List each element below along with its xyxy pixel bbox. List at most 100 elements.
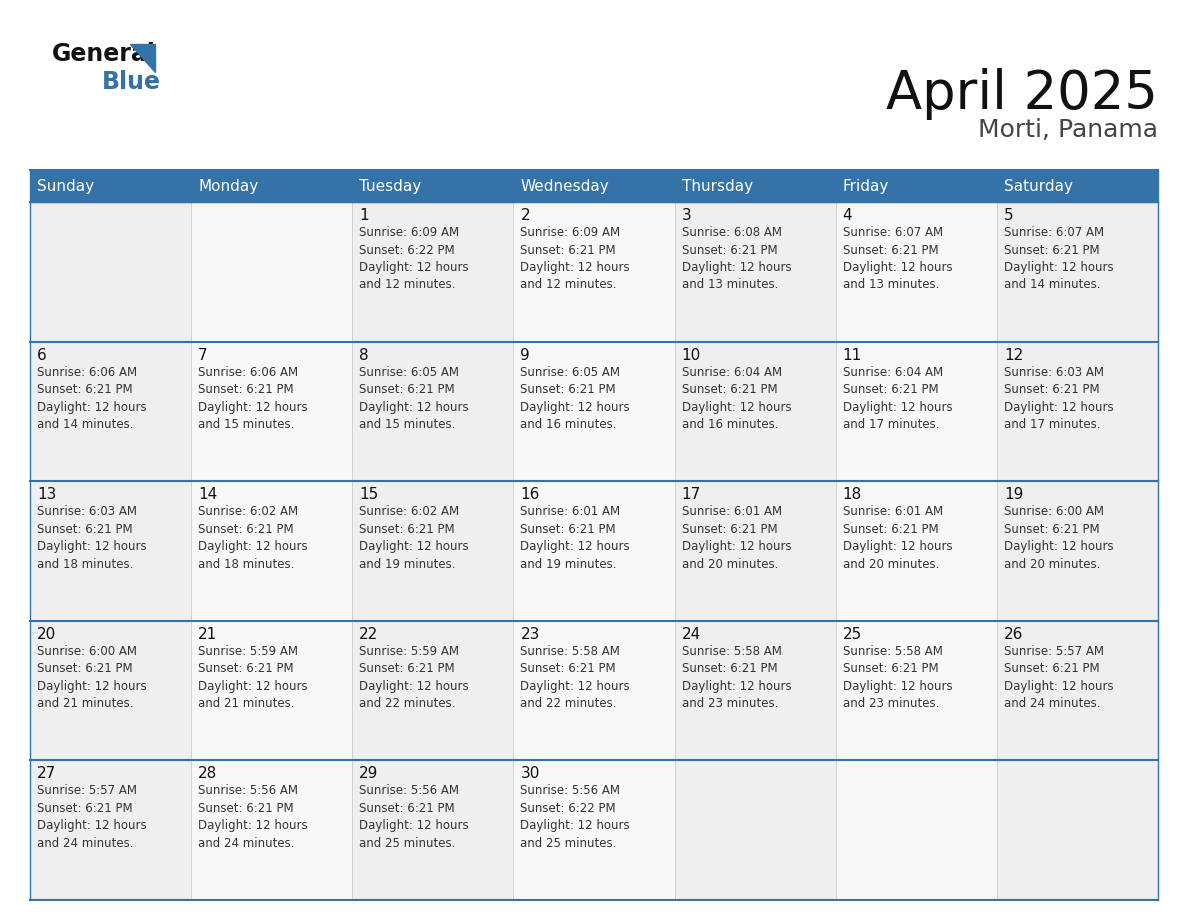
Text: Tuesday: Tuesday	[359, 178, 422, 194]
Text: Sunrise: 6:06 AM
Sunset: 6:21 PM
Daylight: 12 hours
and 14 minutes.: Sunrise: 6:06 AM Sunset: 6:21 PM Dayligh…	[37, 365, 146, 431]
Bar	[675, 621, 835, 760]
Text: 20: 20	[37, 627, 56, 642]
Bar	[353, 481, 513, 621]
Text: 14: 14	[198, 487, 217, 502]
Bar	[191, 341, 353, 481]
Bar	[675, 341, 835, 481]
Text: 6: 6	[37, 348, 46, 363]
Text: 22: 22	[359, 627, 379, 642]
Text: Sunrise: 5:59 AM
Sunset: 6:21 PM
Daylight: 12 hours
and 21 minutes.: Sunrise: 5:59 AM Sunset: 6:21 PM Dayligh…	[198, 644, 308, 711]
Bar	[997, 170, 1158, 202]
Text: 24: 24	[682, 627, 701, 642]
Bar	[835, 170, 997, 202]
Bar	[30, 202, 191, 341]
Bar	[353, 170, 513, 202]
Bar	[30, 170, 191, 202]
Bar	[191, 202, 353, 341]
Bar	[513, 341, 675, 481]
Text: Sunrise: 6:01 AM
Sunset: 6:21 PM
Daylight: 12 hours
and 20 minutes.: Sunrise: 6:01 AM Sunset: 6:21 PM Dayligh…	[682, 505, 791, 571]
Bar	[997, 481, 1158, 621]
Text: Blue: Blue	[102, 70, 162, 94]
Text: 19: 19	[1004, 487, 1023, 502]
Bar	[835, 760, 997, 900]
Text: 5: 5	[1004, 208, 1013, 223]
Text: 15: 15	[359, 487, 379, 502]
Text: Sunrise: 5:57 AM
Sunset: 6:21 PM
Daylight: 12 hours
and 24 minutes.: Sunrise: 5:57 AM Sunset: 6:21 PM Dayligh…	[1004, 644, 1113, 711]
Bar	[353, 621, 513, 760]
Text: 27: 27	[37, 767, 56, 781]
Text: 29: 29	[359, 767, 379, 781]
Bar	[835, 341, 997, 481]
Text: General: General	[52, 42, 156, 66]
Text: Sunrise: 6:00 AM
Sunset: 6:21 PM
Daylight: 12 hours
and 20 minutes.: Sunrise: 6:00 AM Sunset: 6:21 PM Dayligh…	[1004, 505, 1113, 571]
Bar	[30, 760, 191, 900]
Text: Sunrise: 6:04 AM
Sunset: 6:21 PM
Daylight: 12 hours
and 16 minutes.: Sunrise: 6:04 AM Sunset: 6:21 PM Dayligh…	[682, 365, 791, 431]
Text: 21: 21	[198, 627, 217, 642]
Text: 8: 8	[359, 348, 369, 363]
Text: Sunrise: 6:07 AM
Sunset: 6:21 PM
Daylight: 12 hours
and 14 minutes.: Sunrise: 6:07 AM Sunset: 6:21 PM Dayligh…	[1004, 226, 1113, 292]
Text: Monday: Monday	[198, 178, 259, 194]
Bar	[30, 341, 191, 481]
Bar	[30, 481, 191, 621]
Polygon shape	[129, 44, 154, 72]
Text: Sunrise: 6:02 AM
Sunset: 6:21 PM
Daylight: 12 hours
and 19 minutes.: Sunrise: 6:02 AM Sunset: 6:21 PM Dayligh…	[359, 505, 469, 571]
Text: Sunrise: 6:01 AM
Sunset: 6:21 PM
Daylight: 12 hours
and 20 minutes.: Sunrise: 6:01 AM Sunset: 6:21 PM Dayligh…	[842, 505, 953, 571]
Bar	[191, 760, 353, 900]
Bar	[513, 202, 675, 341]
Text: 1: 1	[359, 208, 369, 223]
Text: Sunrise: 5:58 AM
Sunset: 6:21 PM
Daylight: 12 hours
and 23 minutes.: Sunrise: 5:58 AM Sunset: 6:21 PM Dayligh…	[682, 644, 791, 711]
Text: Friday: Friday	[842, 178, 889, 194]
Text: Sunrise: 6:09 AM
Sunset: 6:22 PM
Daylight: 12 hours
and 12 minutes.: Sunrise: 6:09 AM Sunset: 6:22 PM Dayligh…	[359, 226, 469, 292]
Bar	[191, 481, 353, 621]
Text: 12: 12	[1004, 348, 1023, 363]
Bar	[513, 481, 675, 621]
Text: Sunrise: 5:56 AM
Sunset: 6:21 PM
Daylight: 12 hours
and 25 minutes.: Sunrise: 5:56 AM Sunset: 6:21 PM Dayligh…	[359, 784, 469, 850]
Text: 13: 13	[37, 487, 56, 502]
Text: Sunrise: 6:06 AM
Sunset: 6:21 PM
Daylight: 12 hours
and 15 minutes.: Sunrise: 6:06 AM Sunset: 6:21 PM Dayligh…	[198, 365, 308, 431]
Text: 17: 17	[682, 487, 701, 502]
Text: Sunrise: 5:57 AM
Sunset: 6:21 PM
Daylight: 12 hours
and 24 minutes.: Sunrise: 5:57 AM Sunset: 6:21 PM Dayligh…	[37, 784, 146, 850]
Text: 10: 10	[682, 348, 701, 363]
Text: Sunrise: 6:04 AM
Sunset: 6:21 PM
Daylight: 12 hours
and 17 minutes.: Sunrise: 6:04 AM Sunset: 6:21 PM Dayligh…	[842, 365, 953, 431]
Text: 7: 7	[198, 348, 208, 363]
Text: Sunrise: 5:56 AM
Sunset: 6:21 PM
Daylight: 12 hours
and 24 minutes.: Sunrise: 5:56 AM Sunset: 6:21 PM Dayligh…	[198, 784, 308, 850]
Text: Thursday: Thursday	[682, 178, 753, 194]
Bar	[675, 481, 835, 621]
Text: 26: 26	[1004, 627, 1023, 642]
Text: April 2025: April 2025	[886, 68, 1158, 120]
Text: 9: 9	[520, 348, 530, 363]
Bar	[997, 341, 1158, 481]
Bar	[997, 760, 1158, 900]
Text: Sunrise: 6:03 AM
Sunset: 6:21 PM
Daylight: 12 hours
and 18 minutes.: Sunrise: 6:03 AM Sunset: 6:21 PM Dayligh…	[37, 505, 146, 571]
Bar	[997, 202, 1158, 341]
Bar	[353, 341, 513, 481]
Bar	[835, 621, 997, 760]
Text: 18: 18	[842, 487, 862, 502]
Text: Sunday: Sunday	[37, 178, 94, 194]
Bar	[675, 170, 835, 202]
Text: Sunrise: 6:05 AM
Sunset: 6:21 PM
Daylight: 12 hours
and 16 minutes.: Sunrise: 6:05 AM Sunset: 6:21 PM Dayligh…	[520, 365, 630, 431]
Text: 4: 4	[842, 208, 852, 223]
Text: 2: 2	[520, 208, 530, 223]
Text: 11: 11	[842, 348, 862, 363]
Text: 30: 30	[520, 767, 539, 781]
Bar	[675, 760, 835, 900]
Bar	[835, 202, 997, 341]
Text: Sunrise: 6:01 AM
Sunset: 6:21 PM
Daylight: 12 hours
and 19 minutes.: Sunrise: 6:01 AM Sunset: 6:21 PM Dayligh…	[520, 505, 630, 571]
Bar	[353, 760, 513, 900]
Bar	[513, 621, 675, 760]
Text: Sunrise: 6:03 AM
Sunset: 6:21 PM
Daylight: 12 hours
and 17 minutes.: Sunrise: 6:03 AM Sunset: 6:21 PM Dayligh…	[1004, 365, 1113, 431]
Text: 28: 28	[198, 767, 217, 781]
Bar	[513, 170, 675, 202]
Bar	[191, 621, 353, 760]
Text: Sunrise: 6:08 AM
Sunset: 6:21 PM
Daylight: 12 hours
and 13 minutes.: Sunrise: 6:08 AM Sunset: 6:21 PM Dayligh…	[682, 226, 791, 292]
Text: 25: 25	[842, 627, 862, 642]
Text: 16: 16	[520, 487, 539, 502]
Text: Sunrise: 6:09 AM
Sunset: 6:21 PM
Daylight: 12 hours
and 12 minutes.: Sunrise: 6:09 AM Sunset: 6:21 PM Dayligh…	[520, 226, 630, 292]
Text: Sunrise: 5:56 AM
Sunset: 6:22 PM
Daylight: 12 hours
and 25 minutes.: Sunrise: 5:56 AM Sunset: 6:22 PM Dayligh…	[520, 784, 630, 850]
Bar	[675, 202, 835, 341]
Text: 23: 23	[520, 627, 539, 642]
Text: Sunrise: 6:05 AM
Sunset: 6:21 PM
Daylight: 12 hours
and 15 minutes.: Sunrise: 6:05 AM Sunset: 6:21 PM Dayligh…	[359, 365, 469, 431]
Text: Sunrise: 5:59 AM
Sunset: 6:21 PM
Daylight: 12 hours
and 22 minutes.: Sunrise: 5:59 AM Sunset: 6:21 PM Dayligh…	[359, 644, 469, 711]
Text: Sunrise: 5:58 AM
Sunset: 6:21 PM
Daylight: 12 hours
and 23 minutes.: Sunrise: 5:58 AM Sunset: 6:21 PM Dayligh…	[842, 644, 953, 711]
